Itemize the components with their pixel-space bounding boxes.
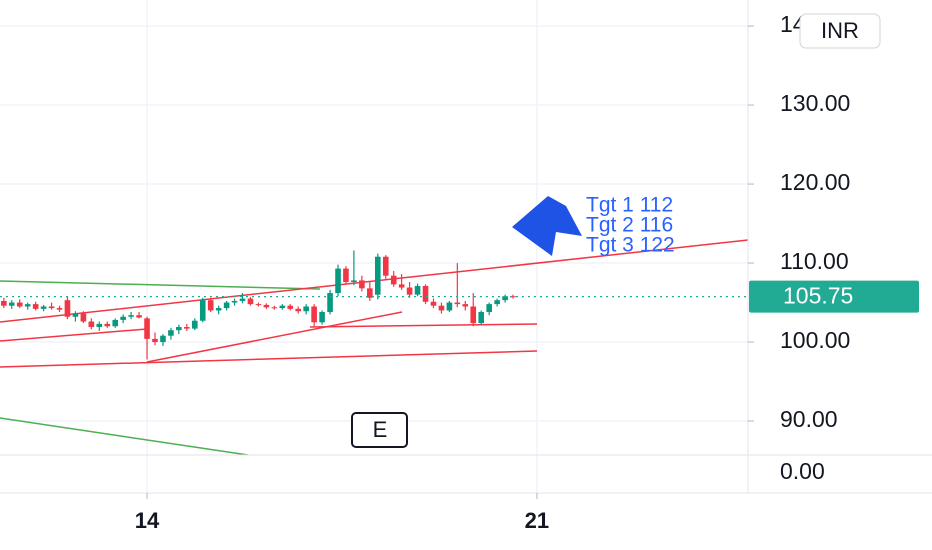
candle-body	[478, 312, 485, 324]
candle-body	[390, 275, 397, 285]
currency-badge[interactable]	[799, 13, 881, 49]
annotation: Tgt 1 112	[586, 194, 673, 217]
trend-line	[0, 280, 321, 290]
axes: 90.00100.00110.00120.00130.00140.0014211…	[135, 11, 919, 533]
candle-body	[231, 300, 238, 303]
candle-body	[32, 304, 39, 309]
candle-body	[263, 304, 270, 308]
candle-body	[136, 315, 142, 318]
candle-body	[438, 305, 445, 311]
candle-body	[255, 304, 262, 306]
trend-line	[146, 311, 403, 363]
candle-body	[486, 304, 492, 313]
event-marker[interactable]: E	[373, 417, 388, 442]
candle-body	[319, 312, 325, 323]
candle-body	[422, 285, 429, 302]
last-price-label: 105.75	[783, 283, 853, 309]
y-tick-label: 100.00	[780, 327, 850, 353]
candle-body	[271, 307, 278, 309]
candle-body	[374, 256, 381, 295]
candle-body	[510, 296, 516, 298]
candle-body	[295, 308, 301, 312]
candle-body	[502, 296, 508, 301]
y-tick-label: 130.00	[780, 90, 850, 116]
candle-body	[1, 300, 7, 306]
trend-line	[0, 350, 538, 368]
candle-body	[112, 319, 119, 327]
candle-body	[40, 306, 47, 309]
candle-body	[454, 302, 461, 305]
y-tick-label: 120.00	[780, 169, 850, 195]
candle-body	[144, 318, 150, 339]
grid	[0, 0, 748, 493]
candle-body	[382, 256, 389, 276]
arrow-icon	[512, 196, 582, 256]
drawings	[0, 239, 748, 455]
annotation: Tgt 2 116	[586, 214, 673, 237]
candle-body	[303, 306, 309, 312]
candle-body	[24, 304, 31, 307]
candle-body	[335, 268, 341, 294]
candle-body	[462, 304, 469, 307]
candle-body	[184, 327, 190, 329]
candle-body	[351, 280, 357, 283]
y-tick-label: 110.00	[780, 248, 849, 274]
candle-body	[48, 306, 55, 309]
candle-body	[430, 301, 437, 306]
candle-body	[311, 306, 317, 323]
candle-body	[367, 288, 373, 298]
candles	[0, 250, 748, 360]
candle-body	[279, 305, 286, 309]
annotation: Tgt 3 122	[586, 234, 675, 257]
candle-body	[359, 280, 365, 289]
candle-body	[16, 302, 23, 307]
candle-body	[247, 298, 254, 305]
candle-body	[239, 298, 246, 301]
candle-body	[96, 323, 103, 328]
candle-body	[128, 315, 134, 317]
candle-body	[56, 308, 63, 310]
event-marker-box[interactable]	[351, 412, 408, 448]
candle-body	[406, 287, 413, 295]
candle-body	[446, 302, 453, 311]
candle-body	[160, 335, 166, 343]
currency[interactable]: INR	[821, 18, 859, 43]
y-tick-label: 90.00	[780, 406, 838, 432]
x-tick-label: 14	[135, 508, 160, 533]
candle-body	[470, 306, 477, 324]
candle-body	[176, 327, 182, 331]
candle-body	[120, 316, 126, 320]
x-tick-label: 21	[525, 508, 549, 533]
candle-body	[191, 320, 198, 329]
candle-body	[343, 268, 349, 283]
trend-line	[0, 328, 148, 342]
candle-body	[494, 300, 500, 305]
candle-body	[168, 330, 174, 336]
candle-body	[80, 313, 87, 322]
lower-pane-label: 0.00	[780, 458, 825, 484]
candle-body	[327, 293, 333, 313]
candle-body	[8, 302, 15, 306]
candle-body	[72, 313, 79, 317]
candle-body	[207, 300, 214, 311]
candle-body	[152, 338, 158, 343]
trend-line	[0, 239, 748, 323]
last-price-badge	[749, 280, 919, 313]
candle-body	[398, 284, 405, 288]
candle-body	[215, 308, 222, 311]
candle-body	[223, 302, 230, 309]
candle-body	[414, 285, 421, 295]
trend-line	[309, 323, 538, 328]
candle-body	[199, 300, 206, 321]
trend-line	[0, 417, 249, 455]
candle-body	[88, 321, 95, 328]
candle-body	[104, 323, 111, 327]
candle-body	[64, 300, 71, 317]
candle-body	[287, 305, 294, 309]
